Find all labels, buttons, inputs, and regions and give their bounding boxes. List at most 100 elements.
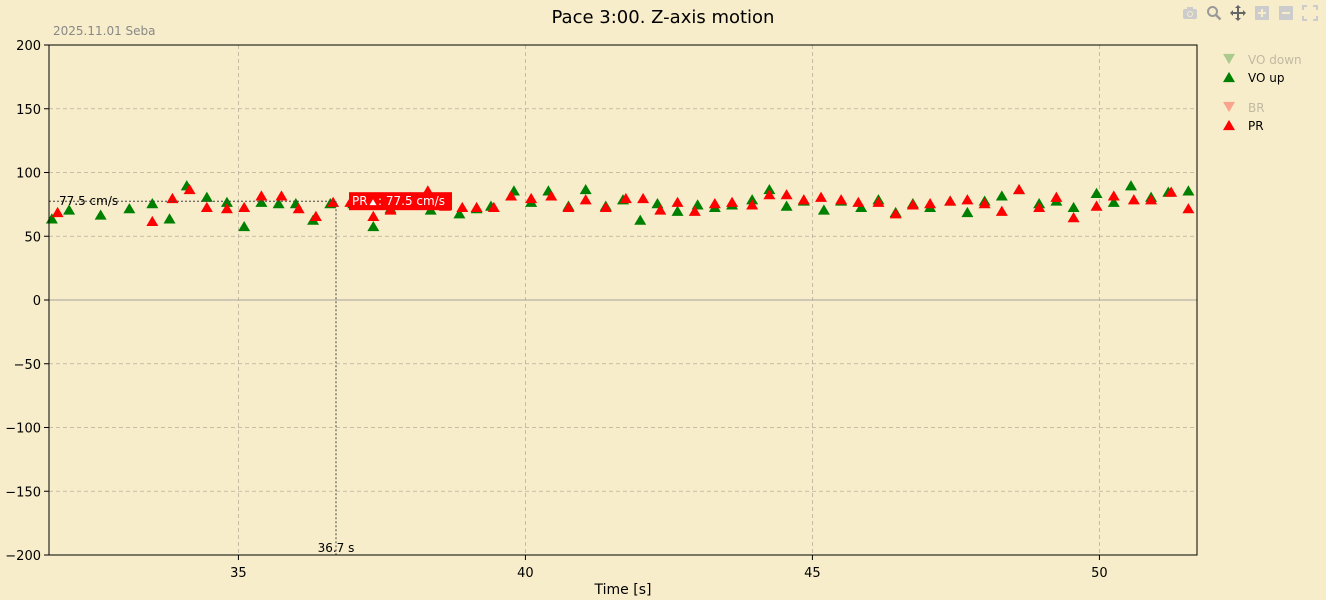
- pr-point[interactable]: [1013, 183, 1026, 195]
- pr-point[interactable]: [835, 194, 848, 205]
- vo-up-point[interactable]: [94, 209, 107, 220]
- pr-point[interactable]: [637, 192, 650, 204]
- pr-point[interactable]: [456, 201, 469, 213]
- vo-up-point[interactable]: [272, 198, 285, 209]
- pr-point[interactable]: [763, 189, 776, 200]
- vo-up-point[interactable]: [146, 198, 159, 209]
- pr-point[interactable]: [1127, 194, 1140, 205]
- pr-point[interactable]: [367, 210, 380, 221]
- pr-point[interactable]: [1090, 200, 1103, 211]
- pr-point[interactable]: [1145, 194, 1158, 205]
- vo-up-point[interactable]: [200, 191, 213, 202]
- pr-point[interactable]: [166, 192, 179, 204]
- pr-point[interactable]: [525, 192, 538, 204]
- pr-point[interactable]: [327, 196, 340, 207]
- pr-point[interactable]: [978, 198, 991, 209]
- pr-point[interactable]: [146, 215, 159, 227]
- pr-point[interactable]: [599, 201, 612, 213]
- zoom-icon[interactable]: [1204, 4, 1224, 22]
- pr-point[interactable]: [183, 183, 196, 195]
- vo-up-point[interactable]: [453, 208, 466, 219]
- vo-up-point[interactable]: [1090, 187, 1103, 198]
- pr-point[interactable]: [1033, 201, 1046, 213]
- pr-point[interactable]: [255, 190, 268, 201]
- vo-up-point[interactable]: [1182, 185, 1195, 196]
- vo-up-point[interactable]: [579, 183, 592, 195]
- vo-up-point[interactable]: [163, 213, 176, 224]
- vo-up-point[interactable]: [1124, 180, 1137, 191]
- pr-point[interactable]: [746, 199, 759, 210]
- legend-item-vo-up[interactable]: VO up: [1223, 71, 1284, 85]
- pr-point[interactable]: [51, 206, 64, 218]
- legend-label-vo-down[interactable]: VO down: [1248, 53, 1302, 67]
- pr-point[interactable]: [1107, 190, 1120, 201]
- vo-up-point[interactable]: [961, 206, 974, 218]
- pr-point[interactable]: [1182, 203, 1195, 214]
- hover-tooltip-name: PR: [352, 194, 368, 208]
- pr-point[interactable]: [688, 205, 701, 216]
- pr-point[interactable]: [671, 196, 684, 207]
- pr-point[interactable]: [309, 210, 322, 221]
- pr-point[interactable]: [562, 201, 575, 213]
- pr-point[interactable]: [995, 205, 1008, 216]
- zoom-out-icon[interactable]: [1276, 4, 1296, 22]
- autoscale-icon[interactable]: [1300, 4, 1320, 22]
- vo-up-point[interactable]: [238, 220, 251, 232]
- pr-point[interactable]: [487, 201, 500, 213]
- vo-up-point[interactable]: [671, 205, 684, 216]
- pr-point[interactable]: [872, 196, 885, 207]
- pr-point[interactable]: [1050, 191, 1063, 202]
- pr-point[interactable]: [815, 191, 828, 202]
- pan-icon[interactable]: [1228, 4, 1248, 22]
- zoom-in-icon[interactable]: [1252, 4, 1272, 22]
- legend-item-pr[interactable]: PR: [1223, 119, 1264, 133]
- pr-point[interactable]: [220, 203, 233, 214]
- pr-point[interactable]: [708, 198, 721, 209]
- pr-point[interactable]: [619, 192, 632, 204]
- pr-point[interactable]: [505, 190, 518, 201]
- pr-point[interactable]: [889, 208, 902, 219]
- pr-point[interactable]: [1165, 186, 1178, 197]
- vo-up-point[interactable]: [1107, 196, 1120, 207]
- pr-point[interactable]: [292, 203, 305, 214]
- vo-up-point[interactable]: [780, 200, 793, 211]
- legend-marker-vo-up[interactable]: [1223, 71, 1235, 83]
- legend-marker-br[interactable]: [1223, 101, 1235, 113]
- pr-point[interactable]: [906, 199, 919, 210]
- pr-point[interactable]: [579, 194, 592, 205]
- pr-point[interactable]: [961, 194, 974, 205]
- vo-up-point[interactable]: [123, 203, 136, 214]
- vo-up-point[interactable]: [817, 204, 830, 215]
- vo-up-point[interactable]: [1067, 201, 1080, 213]
- pr-point[interactable]: [797, 194, 810, 205]
- pr-point[interactable]: [924, 198, 937, 209]
- legend-marker-vo-down[interactable]: [1223, 53, 1235, 65]
- pr-point[interactable]: [275, 190, 288, 201]
- legend-label-vo-up[interactable]: VO up: [1248, 71, 1284, 85]
- camera-icon[interactable]: [1180, 4, 1200, 22]
- y-tick-label: −50: [14, 358, 41, 373]
- vo-up-point[interactable]: [220, 196, 233, 207]
- vo-up-point[interactable]: [255, 196, 268, 207]
- pr-point[interactable]: [726, 196, 739, 207]
- pr-point[interactable]: [470, 201, 483, 213]
- legend-label-pr[interactable]: PR: [1248, 119, 1264, 133]
- pr-point[interactable]: [545, 190, 558, 201]
- pr-point[interactable]: [238, 201, 251, 213]
- legend-marker-pr[interactable]: [1223, 119, 1235, 131]
- vo-up-point[interactable]: [63, 204, 76, 215]
- legend-item-vo-down[interactable]: VO down: [1223, 53, 1302, 67]
- pr-point[interactable]: [654, 204, 667, 215]
- pr-point[interactable]: [1067, 212, 1080, 223]
- legend-label-br[interactable]: BR: [1248, 101, 1265, 115]
- pr-point[interactable]: [200, 201, 213, 213]
- legend[interactable]: VO down VO up BR PR: [1223, 53, 1302, 133]
- legend-item-br[interactable]: BR: [1223, 101, 1265, 115]
- vo-up-point[interactable]: [634, 214, 647, 225]
- pr-point[interactable]: [852, 196, 865, 207]
- plot-marks[interactable]: [45, 180, 1195, 232]
- vo-up-point[interactable]: [995, 190, 1008, 201]
- pr-point[interactable]: [944, 195, 957, 206]
- pr-point[interactable]: [780, 189, 793, 200]
- vo-up-point[interactable]: [367, 220, 380, 232]
